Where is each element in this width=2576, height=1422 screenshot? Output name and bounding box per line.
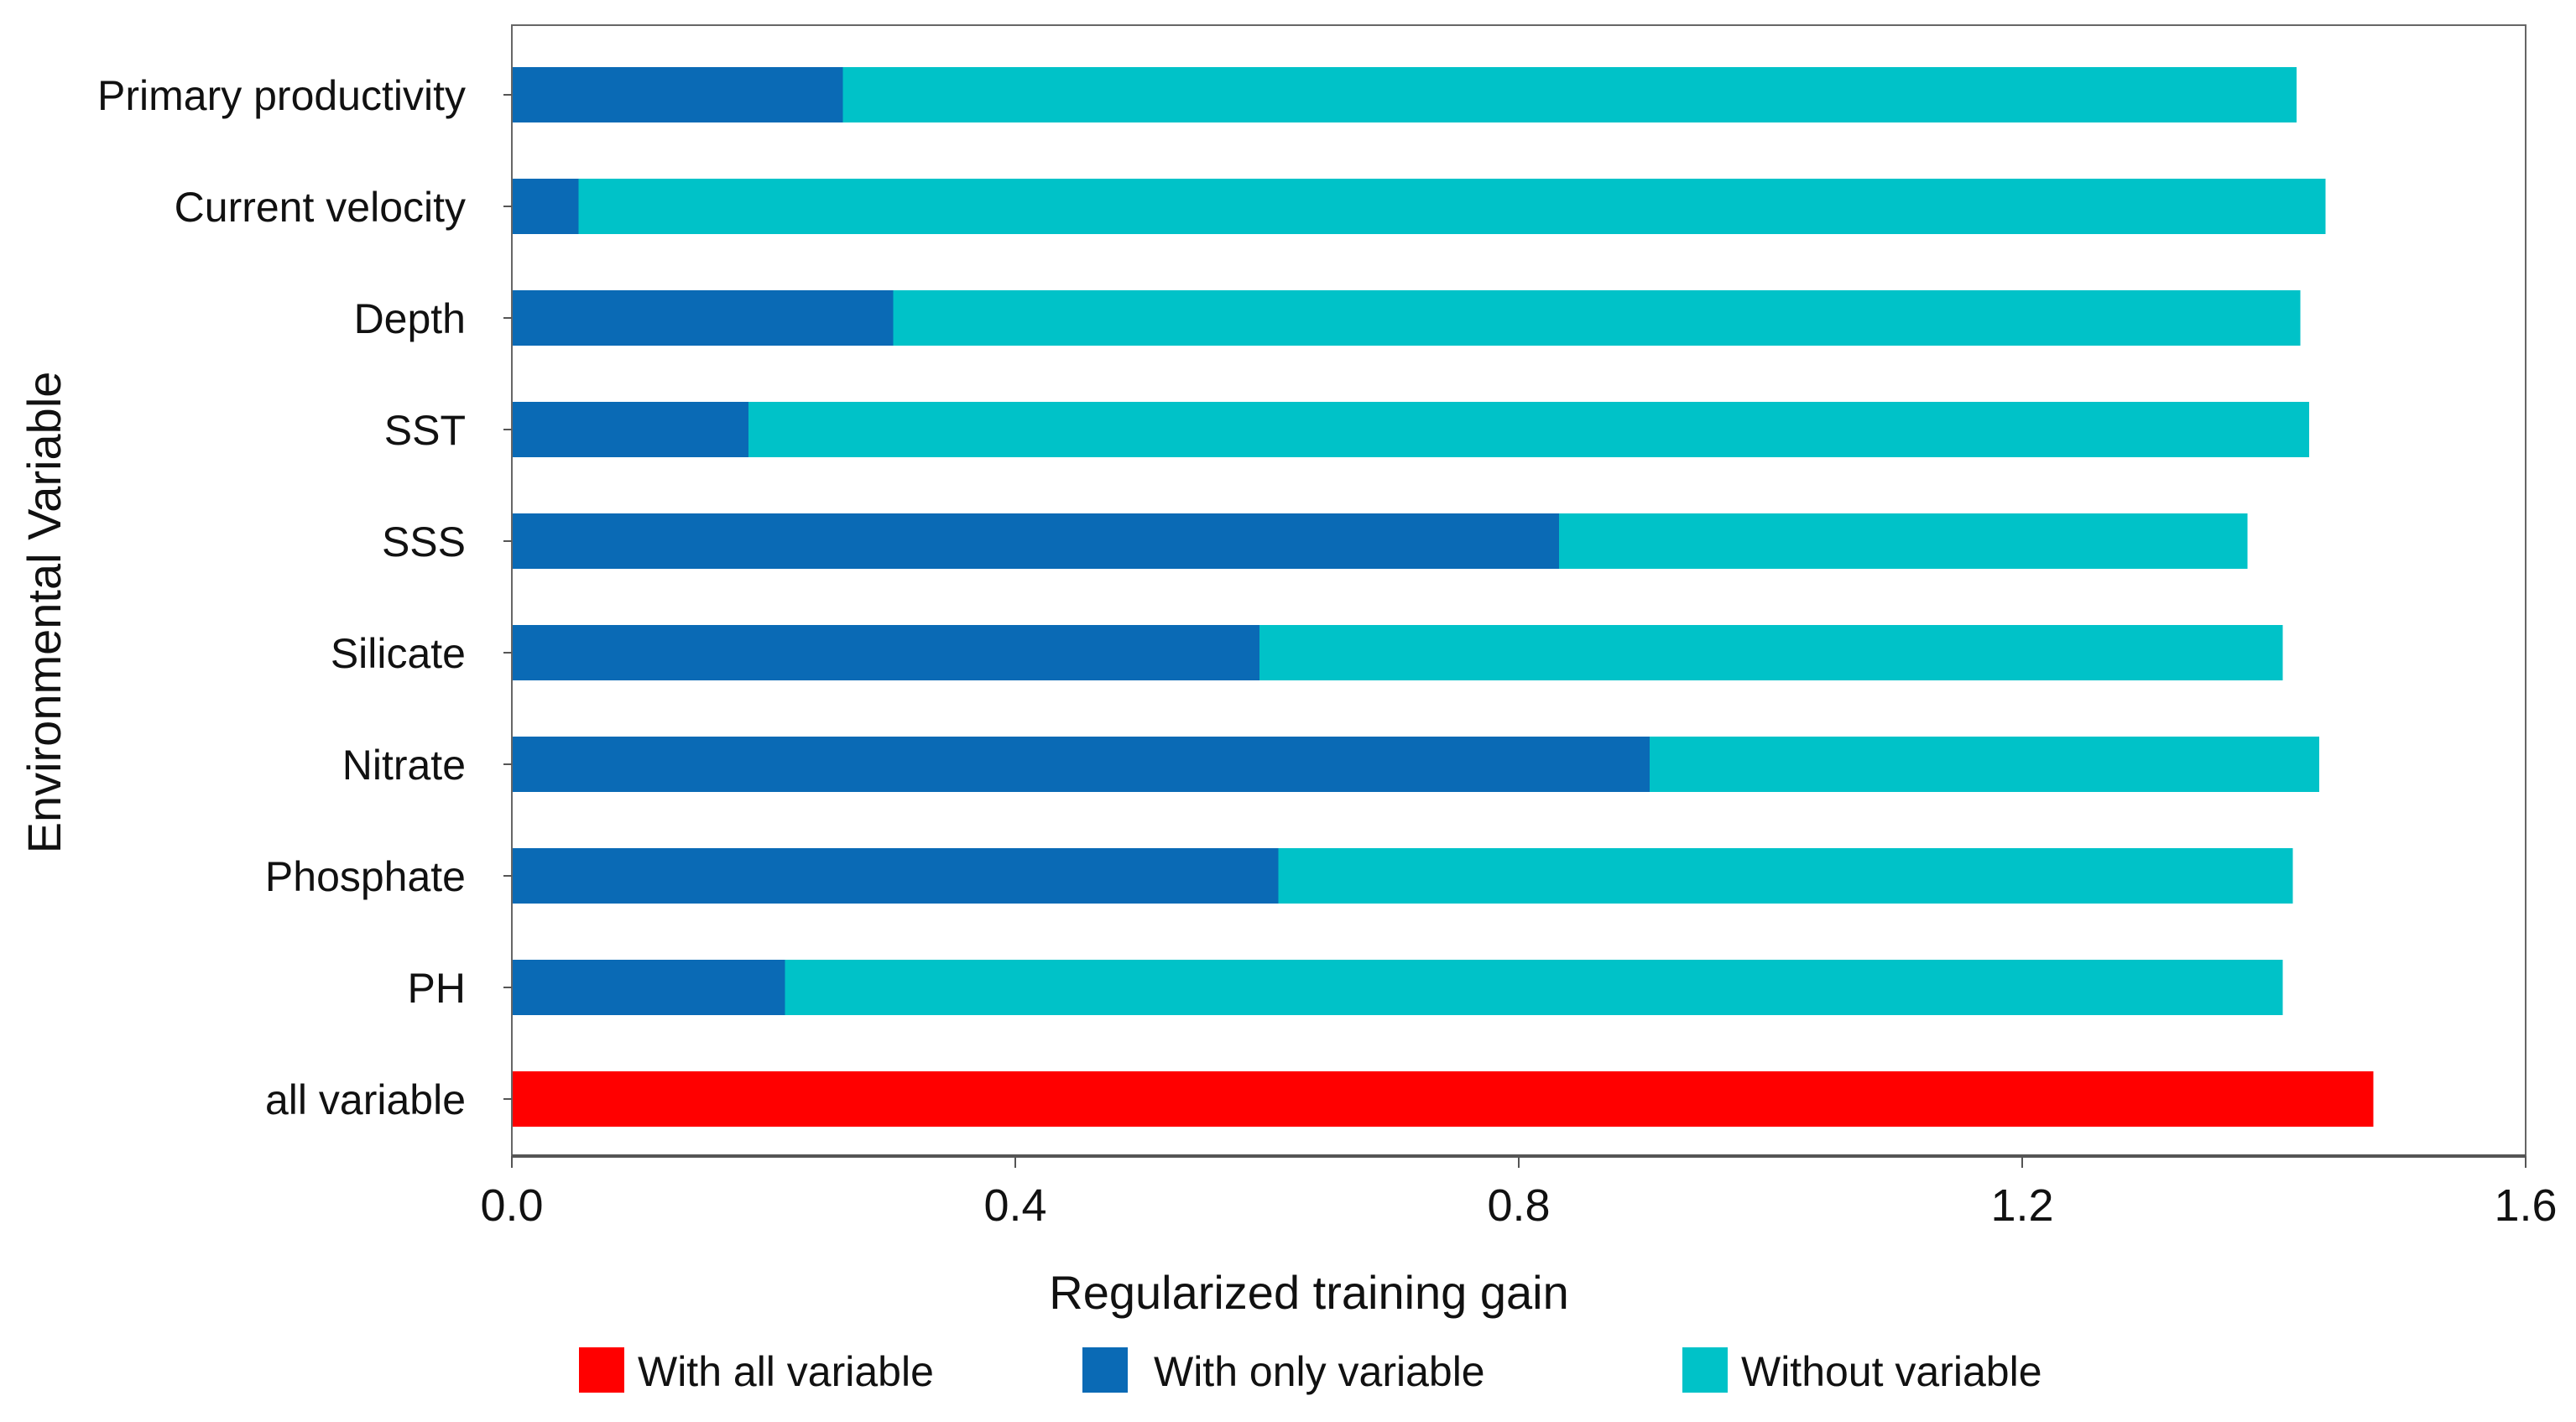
bar-with-only-variable xyxy=(512,513,1559,569)
x-tick-label: 0.0 xyxy=(480,1180,543,1231)
bars-layer xyxy=(512,67,2374,1127)
x-tick-label: 0.4 xyxy=(983,1180,1046,1231)
legend-label: With all variable xyxy=(638,1348,934,1395)
bar-with-all-variable xyxy=(512,1071,2374,1127)
bar-without-variable xyxy=(512,960,2283,1015)
x-ticks: 0.0 0.4 0.8 1.2 1.6 xyxy=(480,1156,2558,1231)
x-axis-label: Regularized training gain xyxy=(1049,1266,1569,1319)
x-tick-label: 1.6 xyxy=(2494,1180,2557,1231)
bar-with-only-variable xyxy=(512,737,1650,792)
y-tick-label: SST xyxy=(384,407,466,454)
y-tick-label: Phosphate xyxy=(265,853,466,900)
legend-swatch xyxy=(1682,1347,1728,1393)
legend-label: With only variable xyxy=(1154,1348,1485,1395)
legend-swatch xyxy=(1082,1347,1128,1393)
y-tick-label: Primary productivity xyxy=(97,72,466,119)
bar-with-only-variable xyxy=(512,402,748,457)
bar-without-variable xyxy=(512,402,2309,457)
bar-with-only-variable xyxy=(512,625,1259,680)
bar-with-only-variable xyxy=(512,848,1279,904)
y-tick-label: Nitrate xyxy=(342,742,466,789)
bar-with-only-variable xyxy=(512,290,894,346)
legend-label: Without variable xyxy=(1741,1348,2042,1395)
y-tick-labels: Primary productivity Current velocity Dept… xyxy=(97,72,512,1123)
x-tick-label: 1.2 xyxy=(1990,1180,2053,1231)
y-tick-label: SSS xyxy=(382,518,466,565)
y-axis-label: Environmental Variable xyxy=(18,372,70,854)
bar-with-only-variable xyxy=(512,179,579,234)
y-tick-label: PH xyxy=(408,965,466,1012)
y-tick-label: Depth xyxy=(354,295,466,342)
x-tick-label: 0.8 xyxy=(1487,1180,1550,1231)
y-tick-label: all variable xyxy=(265,1076,466,1123)
bar-with-only-variable xyxy=(512,67,843,122)
y-tick-label: Current velocity xyxy=(175,184,466,231)
bar-without-variable xyxy=(512,179,2326,234)
bar-with-only-variable xyxy=(512,960,785,1015)
legend: With all variable With only variable Witho… xyxy=(579,1347,2042,1395)
y-tick-label: Silicate xyxy=(331,630,466,677)
legend-swatch xyxy=(579,1347,624,1393)
